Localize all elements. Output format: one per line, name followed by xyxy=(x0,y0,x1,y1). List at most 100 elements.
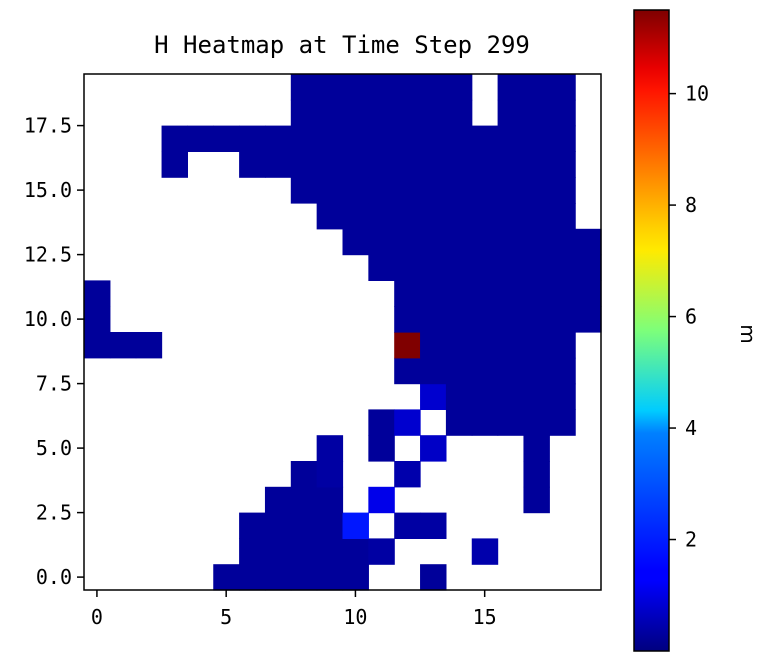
heatmap-cell xyxy=(523,254,550,281)
heatmap-cell xyxy=(523,203,550,230)
heatmap-cell xyxy=(264,512,292,539)
heatmap-cell xyxy=(497,357,525,385)
heatmap-cell xyxy=(394,409,421,436)
heatmap-cell xyxy=(290,461,318,488)
heatmap-cell xyxy=(523,228,550,256)
x-axis: 0 5 10 15 xyxy=(91,590,497,629)
heatmap-cell xyxy=(445,203,473,230)
heatmap-cell xyxy=(109,332,137,359)
heatmap-cell xyxy=(394,254,421,281)
heatmap-cell xyxy=(342,99,369,127)
heatmap-cell xyxy=(445,280,473,307)
heatmap-cell xyxy=(342,564,369,591)
heatmap-cell xyxy=(394,332,421,359)
heatmap-cell xyxy=(316,435,344,462)
colorbar-tick-label: 10 xyxy=(685,82,709,106)
colorbar-tick-label: 4 xyxy=(685,416,697,440)
heatmap-cell xyxy=(445,409,473,436)
heatmap-cell xyxy=(239,538,266,565)
heatmap-cell xyxy=(368,151,395,178)
heatmap-cell xyxy=(420,177,447,204)
heatmap-cell xyxy=(368,435,395,462)
heatmap-cell xyxy=(290,486,318,514)
heatmap-cell xyxy=(523,177,550,204)
heatmap-cell xyxy=(264,125,292,152)
heatmap-cell xyxy=(420,228,447,256)
y-tick-label: 2.5 xyxy=(36,501,72,525)
heatmap-cell xyxy=(523,280,550,307)
heatmap-cell xyxy=(471,357,499,385)
heatmap-cell xyxy=(471,254,499,281)
heatmap-cell xyxy=(342,74,369,101)
heatmap-cell xyxy=(394,99,421,127)
heatmap-cell xyxy=(471,383,499,410)
colorbar-tick-label: 6 xyxy=(685,305,697,329)
heatmap-cell xyxy=(445,228,473,256)
heatmap-cell xyxy=(316,99,344,127)
heatmap-cell xyxy=(471,125,499,152)
heatmap-cell xyxy=(84,306,111,333)
heatmap-cell xyxy=(368,177,395,204)
heatmap-cell xyxy=(290,151,318,178)
heatmap-cell xyxy=(471,332,499,359)
colorbar-axis: 2 4 6 8 10 xyxy=(669,82,709,552)
heatmap-cell xyxy=(368,538,395,565)
heatmap-cell xyxy=(420,306,447,333)
heatmap-cell xyxy=(471,409,499,436)
y-tick-label: 12.5 xyxy=(24,243,72,267)
heatmap-cell xyxy=(342,177,369,204)
heatmap-cell xyxy=(549,203,576,230)
heatmap-cell xyxy=(394,461,421,488)
heatmap-cell xyxy=(471,538,499,565)
heatmap-cell xyxy=(161,151,188,178)
heatmap-cell xyxy=(239,151,266,178)
heatmap-cell xyxy=(445,306,473,333)
heatmap-cell xyxy=(420,125,447,152)
colorbar xyxy=(633,9,670,652)
heatmap-cell xyxy=(161,125,188,152)
heatmap-cell xyxy=(523,332,550,359)
heatmap-cell xyxy=(290,512,318,539)
heatmap-cell xyxy=(394,306,421,333)
heatmap-cell xyxy=(523,357,550,385)
x-tick-label: 0 xyxy=(91,605,103,629)
heatmap-cell xyxy=(549,409,576,436)
heatmap-cell xyxy=(549,332,576,359)
heatmap-cell xyxy=(420,564,447,591)
heatmap-cell xyxy=(316,512,344,539)
heatmap-cell xyxy=(316,177,344,204)
heatmap-cell xyxy=(523,99,550,127)
heatmap-cell xyxy=(342,151,369,178)
heatmap-cell xyxy=(316,564,344,591)
heatmap-cell xyxy=(445,177,473,204)
heatmap-cell xyxy=(523,486,550,514)
heatmap-cell xyxy=(368,74,395,101)
heatmap-cell xyxy=(368,254,395,281)
heatmap-cell xyxy=(549,228,576,256)
heatmap-cell xyxy=(239,564,266,591)
heatmap-cell xyxy=(290,564,318,591)
heatmap-cell xyxy=(445,254,473,281)
heatmap-cell xyxy=(368,409,395,436)
heatmap-cell xyxy=(497,125,525,152)
heatmap-cell xyxy=(264,151,292,178)
heatmap-cell xyxy=(497,306,525,333)
heatmap-cell xyxy=(342,512,369,539)
heatmap-cell xyxy=(213,564,240,591)
y-tick-label: 10.0 xyxy=(24,307,72,331)
heatmap-cell xyxy=(523,409,550,436)
heatmap-cell xyxy=(368,125,395,152)
x-tick-label: 5 xyxy=(220,605,232,629)
heatmap-cell xyxy=(290,538,318,565)
heatmap-cell xyxy=(549,74,576,101)
colorbar-label: m xyxy=(736,324,760,343)
heatmap-cell xyxy=(523,306,550,333)
heatmap-cell xyxy=(394,177,421,204)
heatmap-cell xyxy=(575,228,602,256)
heatmap-cell xyxy=(420,435,447,462)
heatmap-cell xyxy=(84,280,111,307)
chart-title: H Heatmap at Time Step 299 xyxy=(154,31,530,59)
heatmap-cell xyxy=(316,203,344,230)
heatmap-cell xyxy=(549,357,576,385)
heatmap-cell xyxy=(445,383,473,410)
